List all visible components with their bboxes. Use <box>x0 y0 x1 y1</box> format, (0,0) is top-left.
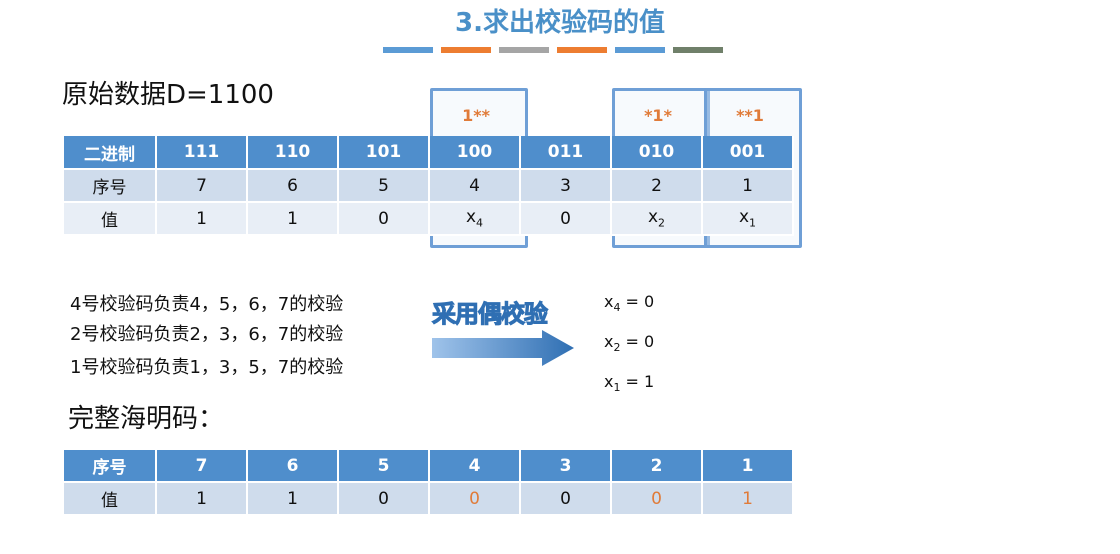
hamming-position-table: 二进制 111 110 101 100 011 010 001 序号 7 6 5… <box>64 136 794 236</box>
index-cell: 1 <box>703 450 794 483</box>
value-cell: 0 <box>521 203 612 236</box>
binary-cell: 100 <box>430 136 521 170</box>
binary-cell: 001 <box>703 136 794 170</box>
check-bit-2-pattern: *1* <box>644 106 672 125</box>
responsibility-4: 4号校验码负责4，5，6，7的校验 <box>70 294 344 315</box>
bar-seg-4 <box>557 47 607 53</box>
even-parity-label: 采用偶校验 <box>432 300 549 329</box>
index-cell: 7 <box>157 450 248 483</box>
result-x2: x2 = 0 <box>604 332 655 355</box>
value-cell: 0 <box>339 203 430 236</box>
value-cell-x2: x2 <box>612 203 703 236</box>
check-bit-4-pattern: 1** <box>462 106 490 125</box>
index-cell: 2 <box>612 170 703 203</box>
responsibility-1: 1号校验码负责1，3，5，7的校验 <box>70 357 344 378</box>
index-cell: 2 <box>612 450 703 483</box>
value-cell: 1 <box>248 203 339 236</box>
index-cell: 6 <box>248 450 339 483</box>
row-header-binary: 二进制 <box>64 136 157 170</box>
value-cell-x1: x1 <box>703 203 794 236</box>
binary-cell: 011 <box>521 136 612 170</box>
index-cell: 1 <box>703 170 794 203</box>
value-cell-x4: x4 <box>430 203 521 236</box>
complete-hamming-label: 完整海明码： <box>68 404 225 434</box>
bar-seg-1 <box>383 47 433 53</box>
bar-seg-3 <box>499 47 549 53</box>
index-cell: 3 <box>521 450 612 483</box>
row-header-index: 序号 <box>64 170 157 203</box>
row-header-index: 序号 <box>64 450 157 483</box>
value-cell: 1 <box>157 203 248 236</box>
index-cell: 5 <box>339 450 430 483</box>
right-arrow-icon <box>432 330 574 366</box>
index-cell: 4 <box>430 450 521 483</box>
binary-cell: 101 <box>339 136 430 170</box>
value-cell: 0 <box>339 483 430 516</box>
value-row: 值 1 1 0 x4 0 x2 x1 <box>64 203 794 236</box>
index-cell: 3 <box>521 170 612 203</box>
complete-hamming-table: 序号 7 6 5 4 3 2 1 值 1 1 0 0 0 0 1 <box>64 450 794 516</box>
binary-cell: 010 <box>612 136 703 170</box>
index-cell: 6 <box>248 170 339 203</box>
title-underline-bar <box>383 47 723 54</box>
value-cell: 1 <box>157 483 248 516</box>
bottom-value-row: 值 1 1 0 0 0 0 1 <box>64 483 794 516</box>
row-header-value: 值 <box>64 483 157 516</box>
index-cell: 4 <box>430 170 521 203</box>
index-row: 序号 7 6 5 4 3 2 1 <box>64 170 794 203</box>
check-bit-value: 0 <box>612 483 703 516</box>
check-bit-1-pattern: **1 <box>736 106 764 125</box>
index-cell: 5 <box>339 170 430 203</box>
bar-seg-6 <box>673 47 723 53</box>
binary-cell: 110 <box>248 136 339 170</box>
page-title: 3.求出校验码的值 <box>455 8 665 38</box>
value-cell: 1 <box>248 483 339 516</box>
bottom-index-row: 序号 7 6 5 4 3 2 1 <box>64 450 794 483</box>
binary-cell: 111 <box>157 136 248 170</box>
original-data-label: 原始数据D=1100 <box>62 80 274 110</box>
check-bit-value: 1 <box>703 483 794 516</box>
value-cell: 0 <box>521 483 612 516</box>
responsibility-2: 2号校验码负责2，3，6，7的校验 <box>70 324 344 345</box>
binary-row: 二进制 111 110 101 100 011 010 001 <box>64 136 794 170</box>
result-x4: x4 = 0 <box>604 292 655 315</box>
result-x1: x1 = 1 <box>604 372 655 395</box>
row-header-value: 值 <box>64 203 157 236</box>
bar-seg-2 <box>441 47 491 53</box>
index-cell: 7 <box>157 170 248 203</box>
bar-seg-5 <box>615 47 665 53</box>
check-bit-value: 0 <box>430 483 521 516</box>
